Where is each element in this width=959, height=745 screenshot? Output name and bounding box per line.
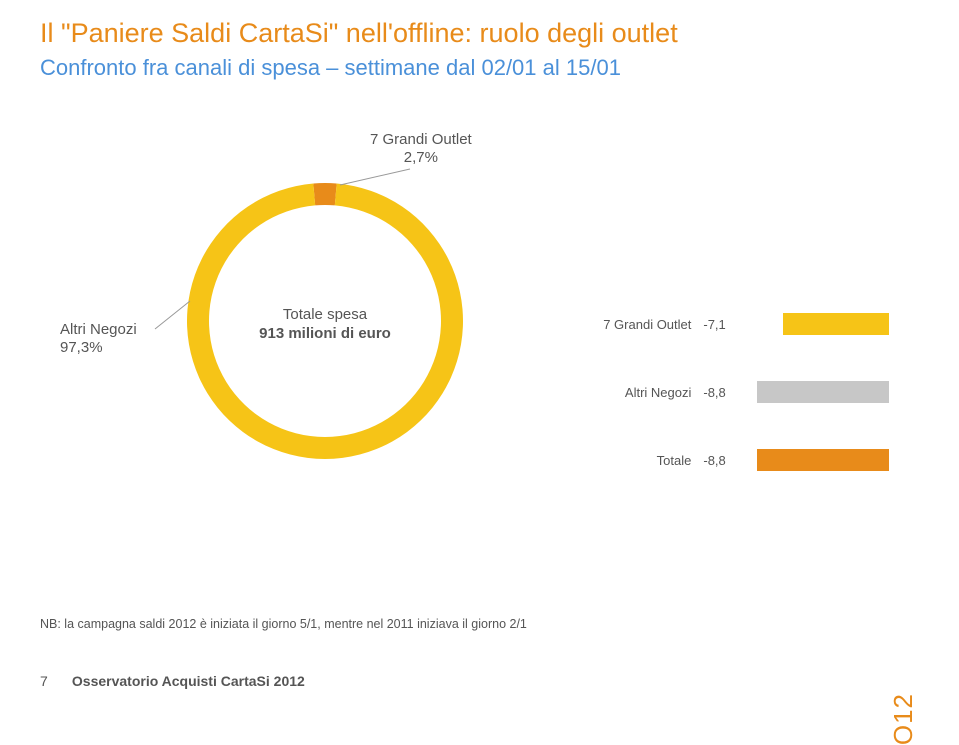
page-title: Il "Paniere Saldi CartaSi" nell'offline:… <box>40 18 919 49</box>
hbar-label: Totale <box>589 453 699 468</box>
footer-text: Osservatorio Acquisti CartaSi 2012 <box>72 673 305 689</box>
hbar-track <box>739 381 889 403</box>
page-number: 7 <box>40 673 68 689</box>
callout-altri-negozi: Altri Negozi 97,3% <box>60 321 137 357</box>
hbar-fill <box>757 449 889 471</box>
hbar-row: Totale-8,8 <box>589 447 919 473</box>
donut-center-line1: Totale spesa <box>225 306 425 325</box>
hbar-label: 7 Grandi Outlet <box>589 317 699 332</box>
page-subtitle: Confronto fra canali di spesa – settiman… <box>40 55 919 81</box>
hbar-label: Altri Negozi <box>589 385 699 400</box>
callout-outlet-line1: 7 Grandi Outlet <box>370 131 472 149</box>
hbar-row: 7 Grandi Outlet-7,1 <box>589 311 919 337</box>
callout-grandi-outlet: 7 Grandi Outlet 2,7% <box>370 131 472 167</box>
donut-center-line2: 913 milioni di euro <box>225 325 425 344</box>
hbar-track <box>739 313 889 335</box>
callout-altri-line2: 97,3% <box>60 339 137 357</box>
hbar-value: -7,1 <box>699 317 739 332</box>
hbar-fill <box>757 381 889 403</box>
footnote: NB: la campagna saldi 2012 è iniziata il… <box>40 617 527 631</box>
footer: 7 Osservatorio Acquisti CartaSi 2012 <box>40 673 305 689</box>
hbar-fill <box>783 313 890 335</box>
callout-outlet-line2: 2,7% <box>370 149 472 167</box>
hbar-value: -8,8 <box>699 453 739 468</box>
hbar-chart: 7 Grandi Outlet-7,1Altri Negozi-8,8Total… <box>579 121 919 515</box>
logo-icon: O12 <box>888 693 919 745</box>
donut-center-label: Totale spesa 913 milioni di euro <box>225 306 425 344</box>
callout-altri-line1: Altri Negozi <box>60 321 137 339</box>
hbar-row: Altri Negozi-8,8 <box>589 379 919 405</box>
donut-chart: 7 Grandi Outlet 2,7% Altri Negozi 97,3% … <box>40 121 579 561</box>
hbar-track <box>739 449 889 471</box>
hbar-value: -8,8 <box>699 385 739 400</box>
